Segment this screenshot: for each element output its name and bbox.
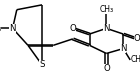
Text: CH₃: CH₃ bbox=[99, 5, 113, 14]
Text: S: S bbox=[39, 60, 45, 69]
Text: N: N bbox=[103, 24, 110, 33]
Text: O: O bbox=[69, 24, 76, 33]
Text: CH₃: CH₃ bbox=[130, 55, 140, 64]
Text: CH₃: CH₃ bbox=[0, 24, 1, 33]
Text: N: N bbox=[9, 24, 16, 33]
Text: N: N bbox=[120, 44, 126, 53]
Text: O: O bbox=[134, 34, 140, 43]
Text: O: O bbox=[103, 64, 110, 73]
